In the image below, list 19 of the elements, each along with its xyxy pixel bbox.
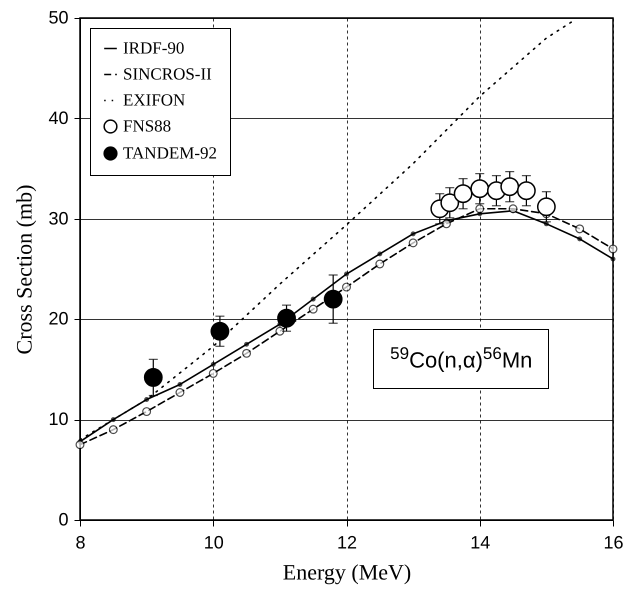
legend-label: IRDF-90 [123,38,184,58]
y-tick-label: 0 [58,510,68,530]
legend-label: EXIFON [123,90,186,110]
x-tick-label: 8 [75,532,86,552]
x-tick-label: 14 [470,532,490,552]
legend-label: TANDEM-92 [123,144,218,162]
x-tick-label: 10 [204,532,224,552]
legend-label: SINCROS-II [123,64,212,84]
y-tick-label: 10 [48,409,68,430]
y-tick-label: 30 [48,208,68,228]
x-tick-label: 12 [336,532,358,552]
x-tick-label: 16 [603,532,624,552]
legend-label: FNS88 [123,116,172,136]
y-tick-label: 20 [48,308,68,329]
annotation: $^{59}$Co(n,α)$^{56}$Mn [373,329,550,389]
y-axis-title: Cross Section (mb) [11,184,36,354]
x-axis-title: Energy (MeV) [282,560,412,584]
y-tick-label: 50 [48,8,68,28]
y-tick-label: 40 [48,108,68,128]
